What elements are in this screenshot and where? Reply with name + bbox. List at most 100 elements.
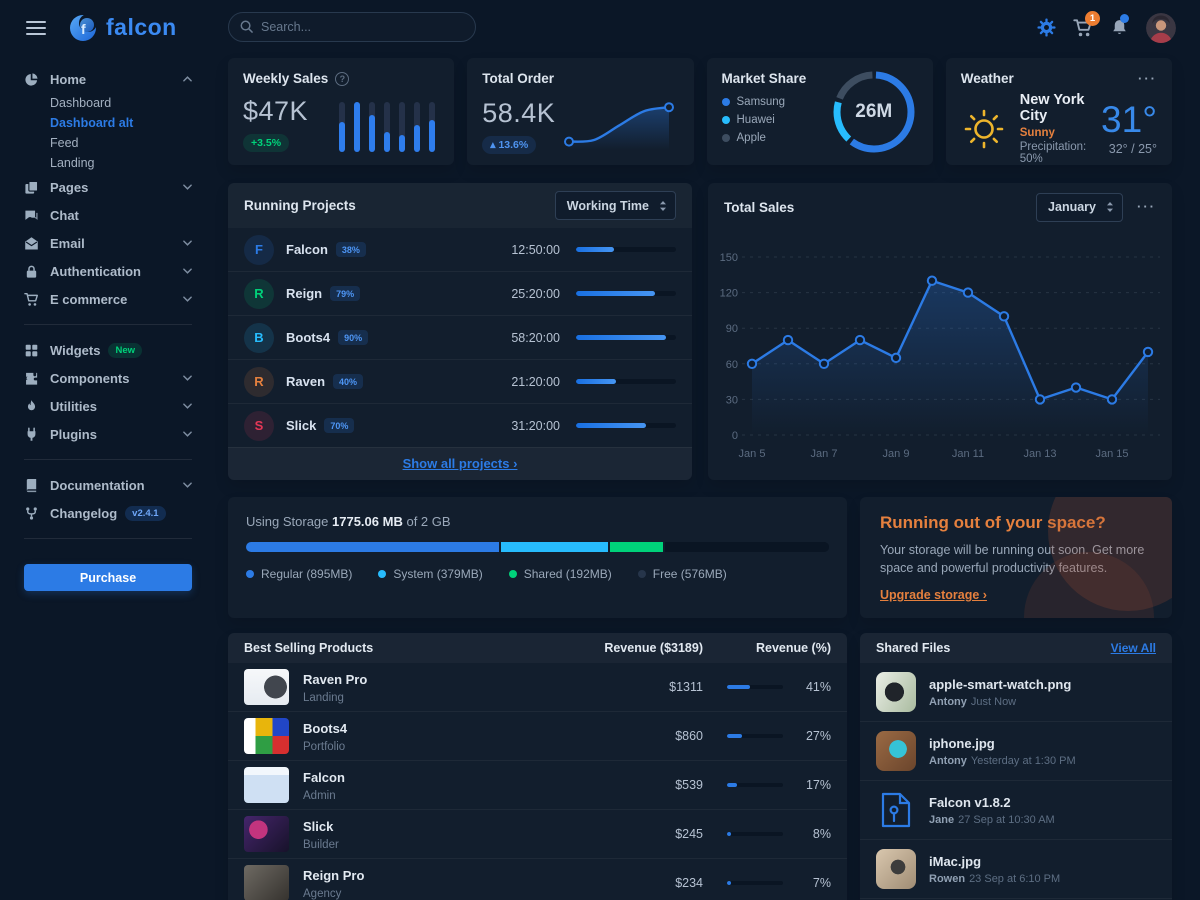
info-icon[interactable]: ? <box>335 71 350 86</box>
product-category: Admin <box>303 789 336 802</box>
product-percent: 27% <box>805 729 831 743</box>
chat-icon <box>24 208 41 223</box>
file-info: iMac.jpg Rowen 23 Sep at 6:10 PM <box>929 854 1060 885</box>
legend-dot <box>508 570 517 578</box>
settings-gear-icon[interactable] <box>1037 18 1056 37</box>
product-price: $234 <box>675 876 703 890</box>
best-selling-products-list: Raven Pro Landing $1311 41% Boots4 Portfolio $… <box>228 663 847 900</box>
file-name: apple-smart-watch.png <box>929 676 1072 692</box>
sidebar-item-dashboard[interactable]: Dashboard <box>50 96 112 110</box>
weekly-sales-value: $47K <box>243 96 309 126</box>
upgrade-storage-link[interactable]: Upgrade storage › <box>880 588 987 603</box>
storage-card: Using Storage 1775.06 MB of 2 GB Regular… <box>228 497 847 618</box>
sidebar-item-chat[interactable]: Chat <box>24 201 192 229</box>
project-row: B Boots4 90% 58:20:00 <box>228 316 692 360</box>
sidebar-item-label: Pages <box>50 179 89 195</box>
chevron-down-icon <box>183 268 192 274</box>
project-avatar: F <box>244 234 274 265</box>
weekly-sales-title: Weekly Sales <box>243 71 329 86</box>
view-all-link[interactable]: View All <box>1110 641 1156 655</box>
sidebar-item-e-commerce[interactable]: E commerce <box>24 285 192 313</box>
chevron-down-icon <box>183 240 192 246</box>
shared-file-item[interactable]: iphone.jpg Antony Yesterday at 1:30 PM <box>860 722 1172 781</box>
file-name: Falcon v1.8.2 <box>929 794 1011 810</box>
project-name-link[interactable]: Falcon <box>286 242 328 257</box>
project-name-link[interactable]: Raven <box>286 374 326 389</box>
storage-used: 1775.06 MB <box>332 514 403 529</box>
sidebar-item-pages[interactable]: Pages <box>24 173 192 201</box>
storage-segment-system <box>501 542 610 552</box>
storage-legend-item: Free (576MB) <box>637 565 727 583</box>
search-input[interactable] <box>228 12 476 42</box>
purchase-button[interactable]: Purchase <box>24 564 192 591</box>
product-name-link[interactable]: Falcon <box>303 769 345 785</box>
product-thumbnail-slick <box>244 816 289 852</box>
chart-pie-icon <box>24 72 41 87</box>
show-all-projects-link[interactable]: Show all projects › <box>402 456 518 471</box>
product-name-link[interactable]: Boots4 <box>303 720 348 736</box>
svg-text:Jan 7: Jan 7 <box>811 448 838 460</box>
project-name-link[interactable]: Slick <box>286 418 317 433</box>
sidebar-item-widgets[interactable]: Widgets New <box>24 336 192 364</box>
user-avatar[interactable] <box>1146 12 1176 43</box>
total-order-badge: ▴ 13.6% <box>482 136 537 154</box>
notifications-bell-button[interactable] <box>1110 14 1129 37</box>
bar <box>384 102 391 152</box>
sidebar-item-authentication[interactable]: Authentication <box>24 257 192 285</box>
legend-dot <box>721 98 730 106</box>
sidebar-item-feed[interactable]: Feed <box>50 136 79 150</box>
menu-toggle-button[interactable] <box>26 20 46 35</box>
file-meta: Rowen 23 Sep at 6:10 PM <box>929 872 1061 885</box>
storage-legend-item: System (379MB) <box>378 565 483 583</box>
search-icon <box>240 20 253 33</box>
project-row: R Reign 79% 25:20:00 <box>228 272 692 316</box>
total-sales-menu-button[interactable]: ··· <box>1137 199 1156 214</box>
legend-label: Samsung <box>736 96 786 108</box>
file-meta: Jane 27 Sep at 10:30 AM <box>929 813 1055 826</box>
product-thumbnail-reign-pro <box>244 865 289 900</box>
shared-file-item[interactable]: iMac.jpg Rowen 23 Sep at 6:10 PM <box>860 840 1172 899</box>
project-name-link[interactable]: Boots4 <box>286 330 331 345</box>
shared-files-title: Shared Files <box>876 641 951 655</box>
weather-menu-button[interactable]: ··· <box>1138 70 1157 86</box>
pages-icon <box>24 180 41 195</box>
product-category: Agency <box>303 887 342 900</box>
notification-dot <box>1120 14 1129 23</box>
bar <box>429 102 436 152</box>
project-name-link[interactable]: Reign <box>286 286 323 301</box>
product-revenue-bar <box>727 734 783 738</box>
sidebar-item-home[interactable]: Home <box>24 65 192 93</box>
cart-icon-button[interactable]: 1 <box>1073 10 1100 38</box>
product-name-link[interactable]: Slick <box>303 818 334 834</box>
sidebar-item-label: Components <box>50 370 130 386</box>
bar <box>399 102 406 152</box>
sidebar-item-components[interactable]: Components <box>24 364 192 392</box>
project-time: 31:20:00 <box>511 418 560 433</box>
sidebar-item-documentation[interactable]: Documentation <box>24 471 192 499</box>
project-avatar: B <box>244 322 274 353</box>
sidebar-item-plugins[interactable]: Plugins <box>24 420 192 448</box>
sidebar-item-label: Changelog <box>50 505 118 521</box>
chevron-down-icon <box>183 375 192 381</box>
sidebar-nav: Home Dashboard Dashboard alt Feed Landing Pag… <box>24 65 192 527</box>
shared-file-item[interactable]: Falcon v1.8.2 Jane 27 Sep at 10:30 AM <box>860 781 1172 840</box>
project-time: 25:20:00 <box>511 286 560 301</box>
product-info: Raven Pro Landing <box>303 671 553 704</box>
product-name-link[interactable]: Reign Pro <box>303 867 365 883</box>
chevron-down-icon <box>183 296 192 302</box>
puzzle-icon <box>24 371 41 386</box>
legend-dot <box>721 116 730 124</box>
sidebar-item-landing[interactable]: Landing <box>50 156 95 170</box>
sidebar-item-utilities[interactable]: Utilities <box>24 392 192 420</box>
month-select[interactable]: January <box>1036 192 1123 222</box>
sidebar-item-changelog[interactable]: Changelog v2.4.1 <box>24 499 192 527</box>
product-price: $245 <box>675 827 703 841</box>
working-time-select[interactable]: Working Time <box>554 191 676 220</box>
brand-logo[interactable]: f falcon <box>68 13 177 43</box>
file-meta: Antony Yesterday at 1:30 PM <box>929 754 1076 767</box>
sidebar-item-dashboard-alt[interactable]: Dashboard alt <box>50 116 134 130</box>
product-name-link[interactable]: Raven Pro <box>303 671 368 687</box>
sidebar-item-email[interactable]: Email <box>24 229 192 257</box>
shared-file-item[interactable]: apple-smart-watch.png Antony Just Now <box>860 663 1172 722</box>
product-revenue-bar <box>727 685 783 689</box>
